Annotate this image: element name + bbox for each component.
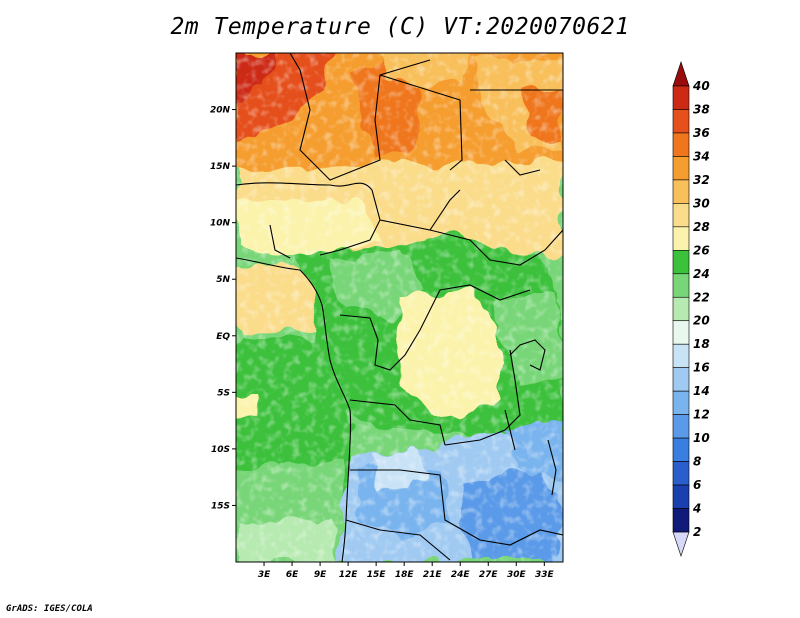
colorbar-bin bbox=[672, 508, 690, 533]
colorbar-bin bbox=[672, 320, 690, 345]
y-tick-label: 15N bbox=[210, 162, 231, 172]
colorbar-label: 6 bbox=[693, 478, 701, 492]
colorbar-label: 38 bbox=[693, 102, 710, 116]
border-car-sudan bbox=[429, 229, 563, 266]
colorbar-bin bbox=[672, 179, 690, 204]
x-tick-label: 3E bbox=[258, 570, 271, 580]
colorbar-bin bbox=[672, 414, 690, 439]
y-tick-label: 5S bbox=[217, 388, 230, 398]
colorbar-label: 32 bbox=[693, 173, 710, 187]
border-chad-car bbox=[379, 189, 461, 231]
x-tick-label: 18E bbox=[395, 570, 415, 580]
x-tick-label: 12E bbox=[339, 570, 359, 580]
colorbar-bin bbox=[672, 461, 690, 486]
temperature-field bbox=[236, 53, 563, 562]
colorbar-bin bbox=[672, 85, 690, 110]
colorbar-triangle-bottom bbox=[672, 531, 690, 557]
colorbar-label: 18 bbox=[693, 337, 710, 351]
colorbar-label: 10 bbox=[693, 431, 710, 445]
colorbar-bin bbox=[672, 109, 690, 134]
x-tick-label: 9E bbox=[314, 570, 327, 580]
x-tick-label: 6E bbox=[286, 570, 299, 580]
speckle-overlay bbox=[236, 53, 563, 562]
colorbar-label: 36 bbox=[693, 126, 710, 140]
colorbar-bin bbox=[672, 132, 690, 157]
chart-title: 2m Temperature (C) VT:2020070621 bbox=[170, 14, 630, 40]
border-sudan-ethiopia bbox=[504, 159, 541, 176]
colorbar-label: 8 bbox=[693, 455, 701, 469]
colorbar-label: 12 bbox=[693, 408, 710, 422]
border-west-coast bbox=[269, 224, 291, 259]
colorbar-label: 26 bbox=[693, 243, 710, 257]
grads-credit: GrADS: IGES/COLA bbox=[6, 604, 93, 614]
colorbar-bin bbox=[672, 367, 690, 392]
border-zambia bbox=[350, 469, 563, 546]
colorbar-label: 30 bbox=[693, 196, 710, 210]
border-drc-angola bbox=[349, 399, 446, 446]
x-axis: 3E 6E 9E 12E 15E 18E 21E 24E 27E 30E 33E bbox=[258, 562, 555, 580]
lake-tanganyika bbox=[504, 409, 516, 451]
y-tick-label: EQ bbox=[216, 332, 230, 342]
x-tick-label: 15E bbox=[367, 570, 387, 580]
border-nigeria-cameroon bbox=[319, 189, 381, 256]
colorbar-label: 16 bbox=[693, 361, 710, 375]
colorbar-triangle-top bbox=[672, 61, 690, 87]
colorbar-bin bbox=[672, 437, 690, 462]
x-tick-label: 30E bbox=[507, 570, 527, 580]
border-sahel bbox=[236, 182, 373, 191]
colorbar-bin bbox=[672, 484, 690, 509]
boundaries bbox=[236, 53, 563, 562]
colorbar-label: 14 bbox=[693, 384, 710, 398]
y-axis: 20N 15N 10N 5N EQ 5S 10S 15S bbox=[210, 106, 236, 511]
colorbar-bin bbox=[672, 296, 690, 322]
atlantic-coastline bbox=[236, 257, 352, 562]
y-tick-label: 10N bbox=[210, 219, 231, 229]
border-chad-libya bbox=[379, 74, 463, 171]
x-tick-label: 27E bbox=[479, 570, 499, 580]
colorbar-bin bbox=[672, 390, 690, 415]
colorbar-label: 24 bbox=[693, 267, 710, 281]
map-frame bbox=[235, 52, 564, 563]
x-tick-label: 24E bbox=[451, 570, 471, 580]
lake-victoria bbox=[509, 339, 546, 371]
colorbar-label: 34 bbox=[693, 149, 710, 163]
colorbar-label: 40 bbox=[692, 79, 710, 93]
colorbar-bin bbox=[672, 250, 690, 275]
colorbar-label: 4 bbox=[692, 502, 701, 516]
y-tick-label: 15S bbox=[211, 501, 230, 511]
colorbar-label: 22 bbox=[693, 290, 710, 304]
border-niger-mali bbox=[289, 53, 431, 181]
x-tick-label: 33E bbox=[535, 570, 555, 580]
border-namibia bbox=[345, 519, 451, 561]
colorbar-label: 20 bbox=[693, 314, 710, 328]
colorbar-bin bbox=[672, 226, 690, 251]
y-tick-label: 20N bbox=[210, 106, 231, 116]
border-congo bbox=[339, 284, 531, 371]
border-drc-east bbox=[444, 349, 521, 446]
y-tick-label: 10S bbox=[211, 445, 230, 455]
x-tick-label: 21E bbox=[423, 570, 443, 580]
colorbar-bin bbox=[672, 343, 690, 368]
colorbar-label: 28 bbox=[693, 220, 710, 234]
colorbar-bin bbox=[672, 203, 690, 228]
colorbar-label: 2 bbox=[693, 525, 701, 539]
colorbar-bin bbox=[672, 273, 690, 298]
y-tick-label: 5N bbox=[216, 275, 230, 285]
lake-malawi bbox=[547, 439, 557, 496]
colorbar-bin bbox=[672, 156, 690, 181]
